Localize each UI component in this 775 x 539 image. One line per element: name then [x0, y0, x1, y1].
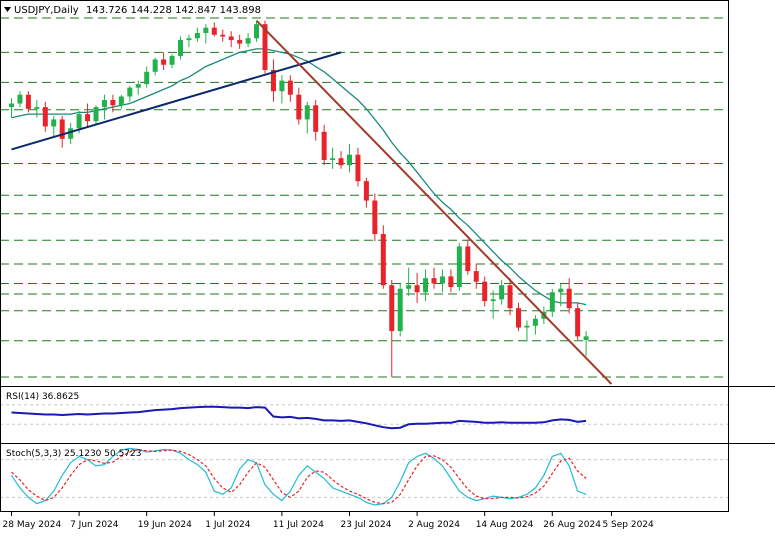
candle-body[interactable] — [127, 87, 133, 97]
candle-body[interactable] — [25, 94, 31, 109]
candle-body[interactable] — [304, 105, 310, 120]
time-tick-label: 26 Aug 2024 — [543, 520, 601, 530]
candle-body[interactable] — [161, 59, 167, 65]
price-axis-bg — [729, 0, 775, 535]
candle-body[interactable] — [431, 278, 437, 284]
candle-body[interactable] — [330, 158, 336, 160]
candle-body[interactable] — [228, 36, 234, 41]
candle-body[interactable] — [516, 308, 521, 328]
candle-body[interactable] — [363, 181, 369, 201]
candle-body[interactable] — [575, 308, 581, 337]
ohlc-values: 143.726 144.228 142.847 143.898 — [86, 5, 261, 16]
plot-border — [0, 0, 729, 512]
candle-body[interactable] — [144, 71, 150, 85]
candle-body[interactable] — [397, 288, 403, 332]
candle-body[interactable] — [178, 40, 183, 56]
candle-body[interactable] — [76, 114, 82, 129]
candle-body[interactable] — [355, 154, 361, 182]
candle-body[interactable] — [169, 55, 175, 65]
candle-body[interactable] — [93, 107, 99, 122]
moving-average-line — [11, 48, 587, 306]
falling-trend-line — [255, 19, 613, 385]
candle-body[interactable] — [347, 154, 352, 166]
candle-body[interactable] — [211, 27, 217, 35]
candle-body[interactable] — [279, 80, 285, 92]
rsi-label: RSI(14) 36.8625 — [6, 392, 79, 402]
stoch-d-line — [11, 448, 587, 505]
candle-body[interactable] — [118, 96, 124, 106]
candle-body[interactable] — [85, 114, 91, 122]
candle-body[interactable] — [68, 128, 74, 139]
rsi-panel: RSI(14) 36.862510070300 — [0, 392, 751, 445]
candle-body[interactable] — [389, 285, 395, 332]
time-tick-label: 11 Jul 2024 — [273, 520, 324, 530]
candle-body[interactable] — [110, 100, 116, 106]
candle-body[interactable] — [380, 234, 386, 286]
candle-body[interactable] — [254, 24, 260, 39]
candle-body[interactable] — [558, 288, 564, 293]
price-panel: 156.405154.535152.665148.870145.075143.2… — [0, 11, 775, 388]
stoch-label: Stoch(5,3,3) 25.1230 50.5723 — [6, 449, 141, 459]
candle-body[interactable] — [262, 24, 268, 71]
stochastic-panel: Stoch(5,3,3) 25.1230 50.572310080200 — [0, 447, 751, 516]
candle-body[interactable] — [465, 246, 471, 272]
candle-body[interactable] — [448, 276, 454, 287]
rsi-line — [11, 405, 587, 430]
time-tick-label: 23 Jul 2024 — [341, 520, 392, 530]
candle-body[interactable] — [34, 107, 40, 109]
candle-body[interactable] — [220, 34, 226, 37]
candle-body[interactable] — [566, 288, 572, 309]
time-tick-label: 1 Jul 2024 — [205, 520, 250, 530]
time-tick-label: 7 Jun 2024 — [70, 520, 119, 530]
candle-body[interactable] — [51, 119, 57, 127]
candle-body[interactable] — [532, 318, 538, 326]
time-tick-label: 28 May 2024 — [3, 520, 62, 530]
candle-body[interactable] — [245, 38, 251, 44]
candle-body[interactable] — [203, 27, 209, 33]
candle-body[interactable] — [59, 119, 65, 139]
candle-body[interactable] — [524, 325, 530, 328]
candle-body[interactable] — [372, 200, 378, 235]
candle-body[interactable] — [313, 105, 319, 132]
candle-body[interactable] — [406, 285, 412, 289]
candle-body[interactable] — [456, 246, 462, 287]
candle-body[interactable] — [321, 131, 327, 160]
candle-body[interactable] — [583, 336, 589, 340]
rising-trend-line — [11, 51, 342, 151]
time-tick-label: 14 Aug 2024 — [476, 520, 534, 530]
candle-body[interactable] — [423, 278, 429, 293]
candle-body[interactable] — [194, 32, 200, 39]
candle-body[interactable] — [152, 59, 158, 72]
time-axis: 28 May 2024 7 Jun 2024 19 Jun 2024 1 Jul 20… — [3, 512, 654, 530]
candle-body[interactable] — [237, 40, 243, 44]
chart-header: USDJPY,Daily 143.726 144.228 142.847 143… — [4, 5, 261, 16]
time-tick-label: 2 Aug 2024 — [408, 520, 460, 530]
candle-body[interactable] — [101, 100, 107, 108]
time-tick-label: 5 Sep 2024 — [602, 520, 654, 530]
stoch-k-line — [11, 447, 587, 506]
candle-body[interactable] — [507, 285, 513, 309]
candle-body[interactable] — [42, 107, 48, 127]
candle-body[interactable] — [296, 94, 302, 120]
candle-body[interactable] — [439, 276, 445, 284]
candle-body[interactable] — [17, 94, 23, 104]
candle-body[interactable] — [490, 299, 496, 302]
time-tick-label: 19 Jun 2024 — [138, 520, 192, 530]
candle-body[interactable] — [473, 271, 479, 282]
candle-body[interactable] — [287, 80, 293, 95]
candle-body[interactable] — [270, 70, 276, 92]
candle-body[interactable] — [338, 158, 344, 166]
candle-body[interactable] — [186, 38, 192, 41]
symbol-timeframe: USDJPY,Daily — [14, 5, 79, 16]
symbol-menu-icon[interactable] — [4, 7, 11, 12]
candle-body[interactable] — [549, 292, 555, 312]
candle-body[interactable] — [9, 103, 14, 108]
candle-body[interactable] — [482, 281, 488, 302]
candle-body[interactable] — [135, 84, 141, 88]
candle-body[interactable] — [499, 285, 505, 300]
candle-body[interactable] — [414, 285, 420, 293]
